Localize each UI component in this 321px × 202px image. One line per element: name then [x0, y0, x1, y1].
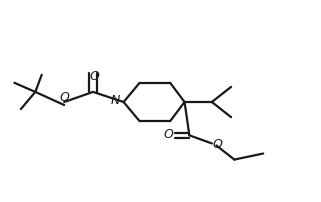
Text: O: O	[213, 138, 222, 151]
Text: O: O	[90, 70, 100, 83]
Text: N: N	[111, 95, 120, 107]
Text: O: O	[164, 128, 173, 141]
Text: O: O	[60, 91, 70, 104]
